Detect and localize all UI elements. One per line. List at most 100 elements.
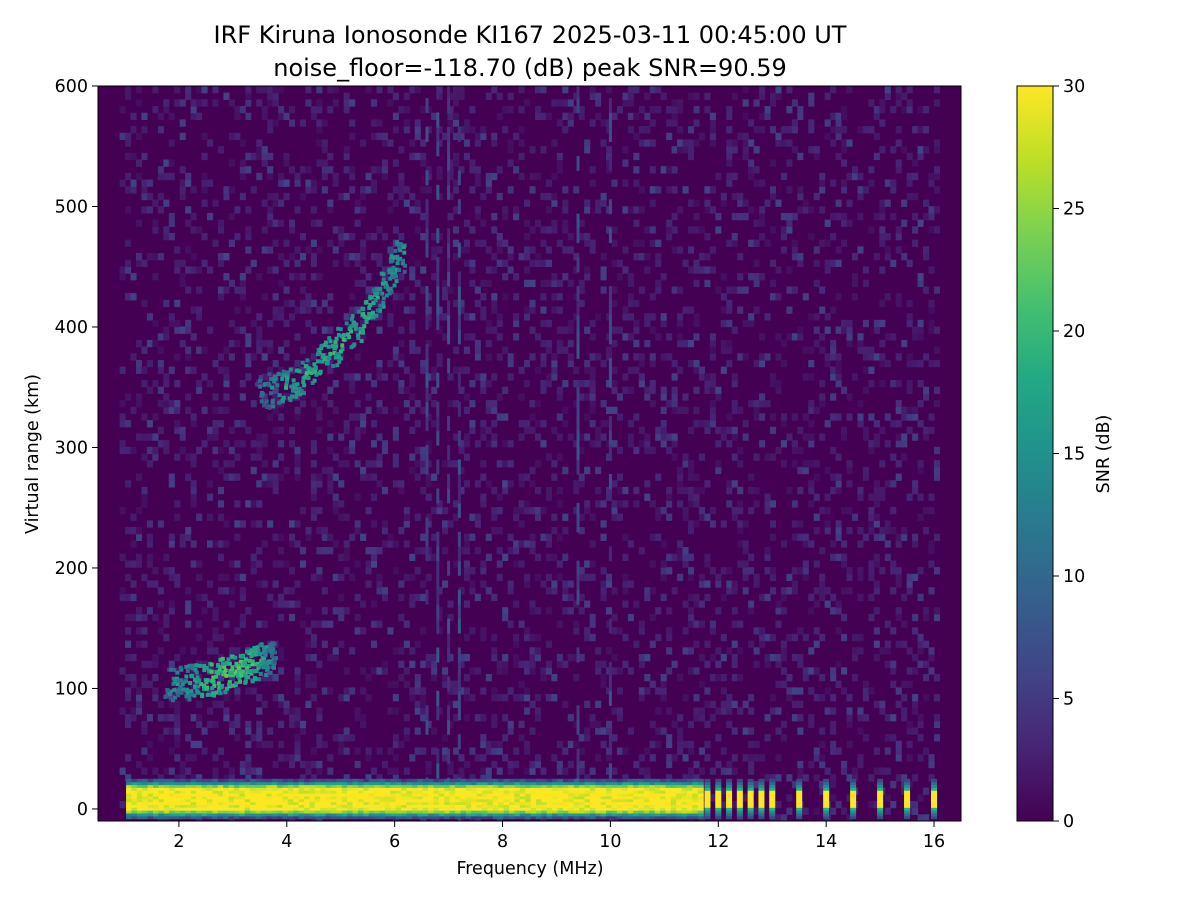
noise-cell [841, 667, 848, 675]
interference-cell [576, 329, 580, 345]
noise-cell [436, 607, 443, 615]
noise-cell [398, 293, 405, 301]
noise-cell [671, 373, 678, 381]
noise-cell [917, 734, 924, 742]
noise-cell [677, 286, 684, 294]
ground-echo-cell [255, 795, 262, 800]
ground-echo-cell [428, 784, 435, 788]
noise-cell [310, 653, 317, 662]
ground-echo-cell [142, 815, 149, 820]
noise-cell [912, 333, 919, 341]
noise-cell [529, 727, 536, 735]
interference-cell [447, 618, 451, 634]
noise-cell [841, 433, 848, 441]
interference-cell [576, 705, 580, 721]
noise-cell [447, 106, 454, 114]
ground-echo-cell [417, 798, 424, 803]
noise-cell [316, 119, 323, 127]
noise-cell [452, 460, 460, 468]
noise-cell [469, 259, 476, 268]
noise-cell [217, 286, 225, 294]
noise-cell [485, 266, 492, 274]
ground-echo-cell [336, 790, 343, 794]
noise-cell [606, 747, 613, 755]
noise-cell [278, 740, 285, 749]
noise-cell [709, 112, 716, 121]
interference-cell [425, 719, 429, 735]
ground-echo-cell [395, 801, 402, 805]
noise-cell [769, 573, 777, 582]
noise-cell [463, 633, 470, 642]
noise-cell [398, 674, 405, 682]
noise-cell [928, 647, 935, 655]
noise-cell [174, 740, 181, 749]
noise-cell [289, 520, 296, 528]
noise-cell [606, 647, 613, 655]
noise-cell [425, 106, 432, 114]
noise-cell [157, 714, 164, 722]
noise-cell [890, 527, 897, 535]
noise-cell [425, 493, 432, 501]
noise-cell [895, 420, 902, 428]
noise-cell [496, 747, 503, 755]
noise-cell [567, 112, 574, 121]
noise-cell [376, 774, 383, 782]
noise-cell [873, 440, 880, 448]
noise-cell [370, 186, 378, 194]
ground-echo-cell [179, 810, 186, 814]
noise-cell [879, 380, 886, 388]
ground-echo-cell [401, 787, 408, 791]
noise-cell [688, 152, 695, 161]
ground-echo-cell [228, 801, 235, 805]
noise-cell [349, 386, 356, 394]
interference-cell [447, 242, 451, 258]
noise-cell [518, 660, 525, 668]
noise-cell [332, 734, 339, 742]
noise-cell [835, 747, 842, 755]
noise-cell [190, 486, 197, 495]
noise-cell [332, 246, 339, 254]
noise-cell [480, 627, 487, 635]
noise-cell [923, 527, 930, 535]
noise-cell [682, 259, 689, 268]
ground-echo-cell [142, 781, 149, 786]
ground-echo-cell [422, 798, 429, 803]
noise-cell [616, 486, 624, 495]
noise-cell [688, 613, 695, 622]
noise-cell [365, 473, 372, 481]
noise-cell [207, 707, 214, 715]
noise-cell [704, 687, 711, 695]
ground-echo-cell [217, 804, 224, 808]
noise-cell [649, 353, 656, 361]
ground-echo-cell [277, 784, 284, 788]
ground-echo-cell [331, 807, 338, 811]
noise-cell [349, 373, 356, 381]
ground-echo-cell [212, 795, 219, 800]
noise-cell [633, 486, 640, 495]
noise-cell [239, 440, 246, 448]
noise-cell [780, 667, 787, 675]
noise-cell [775, 754, 782, 762]
noise-cell [633, 600, 640, 608]
noise-cell [507, 246, 514, 254]
noise-cell [808, 373, 815, 381]
noise-cell [627, 613, 634, 622]
noise-cell [463, 366, 470, 374]
noise-cell [228, 774, 235, 782]
ground-echo-cell [158, 798, 165, 803]
noise-cell [671, 112, 678, 121]
noise-cell [693, 593, 700, 602]
ground-echo-cell [163, 812, 170, 817]
noise-cell [398, 660, 405, 668]
noise-cell [884, 647, 891, 655]
noise-cell [360, 246, 367, 254]
noise-cell [343, 313, 350, 321]
noise-cell [901, 339, 908, 348]
noise-cell [677, 674, 684, 682]
noise-cell [600, 533, 607, 541]
ground-echo-cell [395, 795, 402, 800]
noise-cell [884, 359, 891, 368]
noise-cell [212, 420, 219, 428]
noise-cell [425, 767, 432, 775]
noise-cell [442, 506, 449, 515]
